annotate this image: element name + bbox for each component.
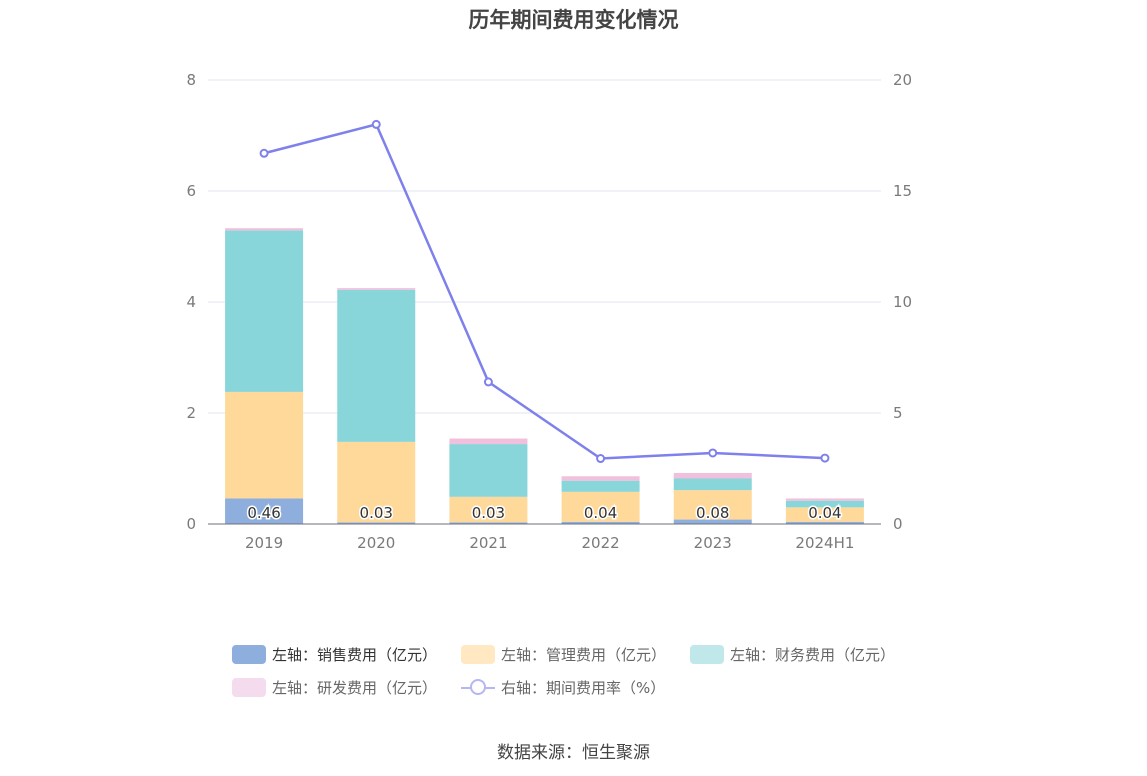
bar-s1-5	[785, 507, 864, 522]
bar-s2-3	[561, 480, 640, 492]
data-label-sales-4: 0.08	[696, 504, 729, 522]
bar-s2-5	[785, 500, 864, 508]
data-label-sales-2: 0.03	[472, 504, 505, 522]
legend-swatch-sales	[232, 645, 266, 664]
x-tick-label-3: 2022	[581, 534, 619, 552]
bar-s2-2	[449, 444, 528, 497]
left-tick-label-0: 0	[186, 515, 196, 533]
expense-rate-point-5	[820, 453, 830, 463]
bar-s0-2	[449, 522, 528, 524]
right-tick-label-1: 5	[893, 404, 903, 422]
expense-rate-point-0	[259, 148, 269, 158]
bar-s0-0	[225, 498, 304, 524]
bar-s1-2	[449, 496, 528, 523]
legend-label-finance: 左轴：财务费用（亿元）	[730, 646, 896, 664]
right-tick-label-2: 10	[893, 293, 912, 311]
bar-s3-4	[673, 472, 752, 479]
expense-rate-point-3	[596, 454, 606, 464]
legend-label-admin: 左轴：管理费用（亿元）	[501, 646, 667, 664]
data-label-sales-0: 0.46	[247, 504, 280, 522]
data-label-sales-5: 0.04	[808, 504, 841, 522]
left-tick-label-3: 6	[186, 182, 196, 200]
legend-label-sales: 左轴：销售费用（亿元）	[272, 646, 438, 664]
data-label-sales-3: 0.04	[584, 504, 617, 522]
legend-item-rnd[interactable]: 左轴：研发费用（亿元）	[232, 677, 437, 698]
bar-s1-4	[673, 490, 752, 520]
x-tick-label-1: 2020	[357, 534, 395, 552]
legend-item-finance[interactable]: 左轴：财务费用（亿元）	[690, 644, 895, 665]
legend-swatch-expense-rate	[461, 678, 496, 697]
left-tick-label-4: 8	[186, 71, 196, 89]
legend-swatch-finance	[690, 645, 725, 664]
legend-label-expense-rate: 右轴：期间费用率（%）	[501, 679, 666, 697]
expense-rate-line	[263, 122, 825, 460]
left-tick-label-2: 4	[186, 293, 196, 311]
right-tick-label-0: 0	[893, 515, 903, 533]
bar-s1-3	[561, 491, 640, 522]
data-label-sales-1: 0.03	[360, 504, 393, 522]
bar-s0-4	[673, 519, 752, 524]
left-tick-label-1: 2	[186, 404, 196, 422]
x-tick-label-5: 2024H1	[795, 534, 854, 552]
legend-swatch-rnd	[232, 678, 266, 697]
bar-s3-1	[337, 288, 416, 290]
x-tick-label-0: 2019	[245, 534, 283, 552]
bar-s0-3	[561, 521, 640, 524]
bar-s3-5	[785, 498, 864, 501]
expense-rate-point-2	[483, 377, 493, 387]
chart-title: 历年期间费用变化情况	[468, 8, 679, 32]
bar-s2-4	[673, 478, 752, 491]
x-tick-label-4: 2023	[694, 534, 732, 552]
x-tick-label-2: 2021	[469, 534, 507, 552]
legend-item-sales[interactable]: 左轴：销售费用（亿元）	[232, 644, 437, 665]
expense-rate-point-1	[371, 119, 381, 129]
legend-item-expense-rate[interactable]: 右轴：期间费用率（%）	[461, 677, 665, 698]
bar-s0-5	[785, 521, 864, 524]
legend-swatch-admin	[461, 645, 496, 664]
legend: 左轴：销售费用（亿元） 左轴：管理费用（亿元） 左轴：财务费用（亿元） 左轴：研…	[232, 638, 932, 704]
bar-s0-1	[337, 522, 416, 524]
legend-item-admin[interactable]: 左轴：管理费用（亿元）	[461, 644, 666, 665]
bar-s2-0	[225, 230, 304, 392]
source-note: 数据来源：恒生聚源	[497, 743, 650, 763]
expense-rate-point-4	[708, 448, 718, 458]
bar-s3-3	[561, 476, 640, 481]
bar-s3-2	[449, 438, 528, 445]
bar-s2-1	[337, 289, 416, 442]
bar-s1-0	[225, 391, 304, 499]
bar-s3-0	[225, 228, 304, 231]
right-tick-label-3: 15	[893, 182, 912, 200]
bar-s1-1	[337, 441, 416, 523]
legend-label-rnd: 左轴：研发费用（亿元）	[272, 679, 438, 697]
right-tick-label-4: 20	[893, 71, 912, 89]
